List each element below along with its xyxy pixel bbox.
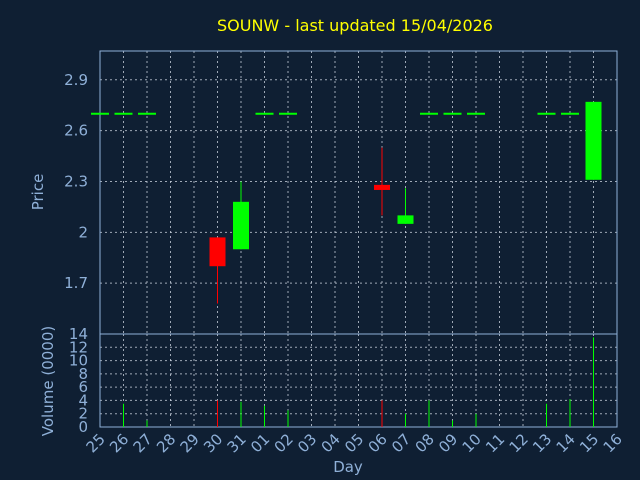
price-y-tick: 2: [78, 223, 88, 241]
volume-y-tick: 8: [78, 365, 88, 383]
x-tick: 10: [459, 430, 485, 456]
x-tick: 11: [482, 430, 508, 456]
x-tick: 12: [506, 430, 532, 456]
volume-y-tick: 14: [69, 325, 88, 343]
x-tick: 16: [600, 430, 626, 456]
price-y-tick: 2.9: [64, 71, 88, 89]
price-axis-label: Price: [29, 174, 47, 211]
x-tick: 06: [365, 430, 391, 456]
price-y-tick: 2.6: [64, 122, 88, 140]
volume-gridlines: [99, 333, 618, 428]
x-tick: 04: [318, 430, 344, 456]
x-tick: 30: [200, 430, 226, 456]
candle-body: [585, 101, 602, 180]
volume-y-tick: 12: [69, 338, 88, 356]
candle-body: [209, 237, 226, 267]
volume-y-tick: 4: [78, 391, 88, 409]
x-tick: 03: [294, 430, 320, 456]
price-y-tick: 2.3: [64, 172, 88, 190]
x-tick-labels: 2526272829303101020304050607080910111213…: [83, 430, 626, 456]
x-tick: 28: [153, 430, 179, 456]
price-y-tick-labels: 1.7 2 2.3 2.6 2.9: [64, 71, 88, 292]
chart-title: SOUNW - last updated 15/04/2026: [217, 16, 493, 35]
x-tick: 13: [529, 430, 555, 456]
volume-y-tick: 2: [78, 405, 88, 423]
candle-body: [397, 215, 414, 224]
x-tick: 05: [341, 430, 367, 456]
volume-y-tick: 6: [78, 378, 88, 396]
volume-y-tick: 10: [69, 352, 88, 370]
x-tick: 15: [576, 430, 602, 456]
x-tick: 08: [412, 430, 438, 456]
volume-axis-label: Volume (0000): [39, 326, 57, 436]
volume-panel-frame: [99, 333, 618, 428]
x-tick: 14: [553, 430, 579, 456]
volume-bars: [123, 337, 594, 427]
price-y-tick: 1.7: [64, 274, 88, 292]
x-tick: 26: [106, 430, 132, 456]
x-tick: 29: [177, 430, 203, 456]
candlesticks: [209, 101, 602, 304]
x-tick: 09: [435, 430, 461, 456]
candle-body: [374, 184, 390, 190]
x-tick: 07: [388, 430, 414, 456]
volume-y-tick: 0: [78, 418, 88, 436]
x-tick: 27: [130, 430, 156, 456]
price-panel: 1.7 2 2.3 2.6 2.9 Price: [29, 50, 618, 335]
x-tick: 02: [271, 430, 297, 456]
x-tick: 31: [224, 430, 250, 456]
x-axis-label: Day: [333, 458, 363, 476]
x-tick: 01: [247, 430, 273, 456]
candle-body: [233, 201, 249, 250]
price-gridlines: [99, 51, 618, 334]
